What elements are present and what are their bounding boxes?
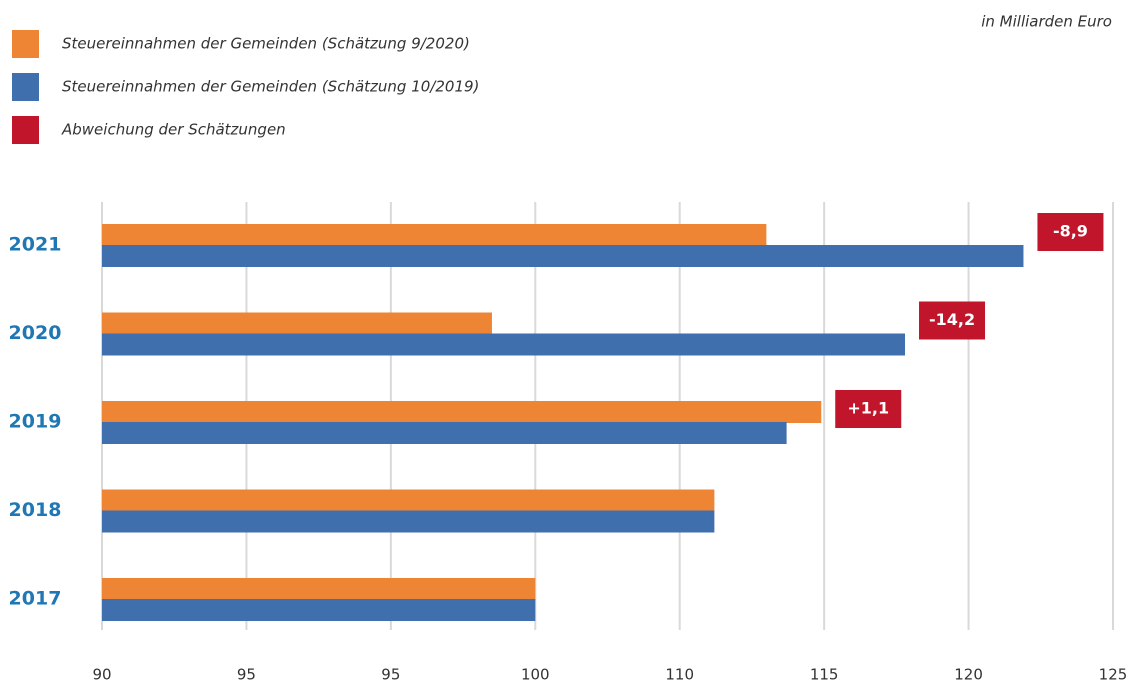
legend-label: Steuereinnahmen der Gemeinden (Schätzung… <box>62 78 479 96</box>
bar <box>102 333 906 356</box>
bar <box>102 245 1024 267</box>
bar <box>102 489 715 512</box>
bar <box>102 224 767 246</box>
y-tick-label: 2019 <box>9 411 62 433</box>
x-tick-label: 110 <box>665 666 694 684</box>
x-tick-label: 100 <box>521 666 550 684</box>
legend-label: Steuereinnahmen der Gemeinden (Schätzung… <box>62 35 470 53</box>
y-tick-label: 2020 <box>9 322 62 344</box>
deviation-label: -14,2 <box>929 310 975 329</box>
x-tick-label: 125 <box>1099 666 1128 684</box>
legend-swatch <box>12 30 39 58</box>
x-tick-label: 90 <box>92 666 111 684</box>
bar <box>102 510 715 533</box>
legend-swatch <box>12 116 39 144</box>
bar <box>102 312 492 335</box>
bar <box>102 422 787 444</box>
y-tick-label: 2021 <box>9 234 62 256</box>
unit-note: in Milliarden Euro <box>981 13 1112 31</box>
y-tick-label: 2018 <box>9 499 62 521</box>
x-tick-label: 120 <box>954 666 983 684</box>
x-tick-label: 95 <box>381 666 400 684</box>
deviation-box <box>1037 213 1104 251</box>
x-tick-label: 115 <box>810 666 839 684</box>
deviation-box <box>835 390 902 428</box>
bar <box>102 401 822 423</box>
y-tick-label: 2017 <box>9 588 62 610</box>
x-tick-label: 95 <box>237 666 256 684</box>
legend-label: Abweichung der Schätzungen <box>61 121 286 139</box>
bar <box>102 578 536 600</box>
deviation-label: -8,9 <box>1053 222 1088 241</box>
deviation-label: +1,1 <box>847 399 889 418</box>
legend-swatch <box>12 73 39 101</box>
deviation-box <box>919 301 986 340</box>
bar <box>102 599 536 621</box>
